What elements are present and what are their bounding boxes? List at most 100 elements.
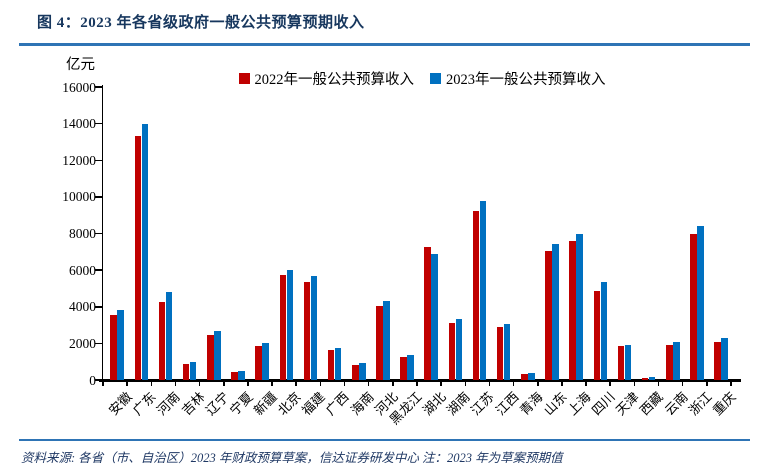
bar-2023	[528, 373, 535, 380]
x-tick	[271, 381, 273, 386]
y-tick-label: 12000	[62, 152, 96, 168]
x-tick	[585, 381, 587, 386]
y-tick-label: 4000	[69, 299, 96, 315]
x-tick	[440, 381, 442, 386]
bar-2022	[666, 345, 673, 380]
bar-2023	[407, 354, 414, 380]
legend-item: 2022年一般公共预算收入	[238, 68, 414, 89]
bar-2023	[383, 300, 390, 380]
x-tick	[633, 381, 636, 386]
bar-2022	[327, 350, 335, 380]
bar-2022	[641, 377, 649, 380]
x-tick	[706, 381, 708, 386]
bar-2022	[231, 372, 238, 380]
bar-2022	[690, 233, 697, 380]
x-tick	[126, 381, 128, 386]
bottom-divider	[19, 439, 750, 441]
x-tick	[561, 381, 563, 386]
x-tick	[150, 381, 153, 386]
bar-2022	[400, 357, 407, 380]
bar-2022	[714, 342, 721, 380]
bar-2022	[134, 136, 142, 380]
bar-2023	[673, 342, 680, 380]
x-tick	[464, 381, 467, 386]
x-tick	[657, 381, 660, 386]
y-tick-label: 14000	[62, 116, 96, 132]
y-tick	[95, 269, 102, 271]
top-divider	[19, 43, 750, 46]
x-tick	[295, 381, 297, 386]
bar-2022	[545, 250, 552, 380]
x-tick	[343, 381, 346, 386]
x-tick	[730, 381, 732, 386]
bar-2022	[472, 210, 480, 380]
x-tick	[367, 381, 370, 386]
y-tick	[95, 306, 102, 308]
bar-2023	[455, 318, 463, 380]
x-tick	[247, 381, 249, 386]
y-axis-unit-label: 亿元	[66, 57, 95, 73]
x-tick	[223, 381, 225, 386]
y-tick-label: 16000	[62, 79, 96, 95]
bar-2022	[424, 247, 431, 380]
bar-2023	[189, 362, 197, 380]
bar-2023	[262, 342, 269, 380]
x-tick	[392, 381, 394, 386]
x-tick	[102, 381, 104, 386]
x-tick	[609, 381, 611, 386]
bar-2022	[448, 323, 456, 380]
bar-2022	[182, 364, 190, 380]
bar-2022	[593, 291, 601, 380]
bar-2023	[214, 331, 221, 380]
source-note: 资料来源: 各省（市、自治区）2023 年财政预算草案，信达证券研发中心 注：2…	[21, 451, 563, 465]
bar-2022	[376, 306, 383, 380]
bar-2023	[141, 124, 149, 380]
bar-2022	[279, 275, 287, 380]
bar-2023	[334, 347, 342, 380]
bar-2023	[238, 371, 245, 380]
bar-2023	[503, 324, 511, 380]
x-tick	[174, 381, 177, 386]
bar-2023	[721, 338, 728, 380]
chart-legend: 2022年一般公共预算收入 2023年一般公共预算收入	[103, 68, 741, 89]
x-category-label: 重庆	[709, 389, 739, 419]
bar-2023	[359, 363, 366, 380]
bar-2023	[286, 270, 294, 380]
y-tick	[95, 86, 102, 88]
x-tick	[512, 381, 515, 386]
y-tick	[95, 379, 102, 381]
y-tick-label: 2000	[69, 335, 96, 351]
bar-2023	[576, 233, 583, 380]
legend-label: 2023年一般公共预算收入	[446, 72, 606, 88]
x-tick	[681, 381, 684, 386]
bar-2023	[431, 253, 438, 380]
bar-2022	[569, 240, 576, 380]
bar-2023	[697, 225, 704, 380]
legend-item: 2023年一般公共预算收入	[430, 68, 606, 89]
bar-2022	[255, 345, 262, 380]
bar-2022	[158, 302, 166, 380]
bar-2023	[165, 291, 173, 380]
bar-2023	[479, 201, 487, 380]
x-tick	[416, 381, 418, 386]
y-tick-label: 6000	[69, 262, 96, 278]
y-tick	[95, 196, 102, 198]
y-tick	[95, 159, 102, 161]
bar-2022	[617, 346, 625, 380]
x-tick	[488, 381, 491, 386]
bar-2022	[521, 373, 528, 380]
y-axis-line	[101, 85, 103, 381]
bar-2023	[552, 243, 559, 380]
x-axis-line	[99, 379, 741, 382]
bar-2023	[117, 310, 124, 380]
y-tick	[95, 342, 102, 345]
bar-2022	[496, 326, 504, 380]
bar-2023	[624, 345, 632, 380]
y-tick-label: 10000	[62, 189, 96, 205]
figure-title: 图 4：2023 年各省级政府一般公共预算预期收入	[37, 15, 365, 31]
y-tick-label: 0	[89, 372, 96, 388]
bar-2023	[310, 275, 318, 380]
y-tick-label: 8000	[69, 226, 96, 241]
x-tick	[537, 381, 539, 386]
legend-swatch	[238, 73, 250, 84]
